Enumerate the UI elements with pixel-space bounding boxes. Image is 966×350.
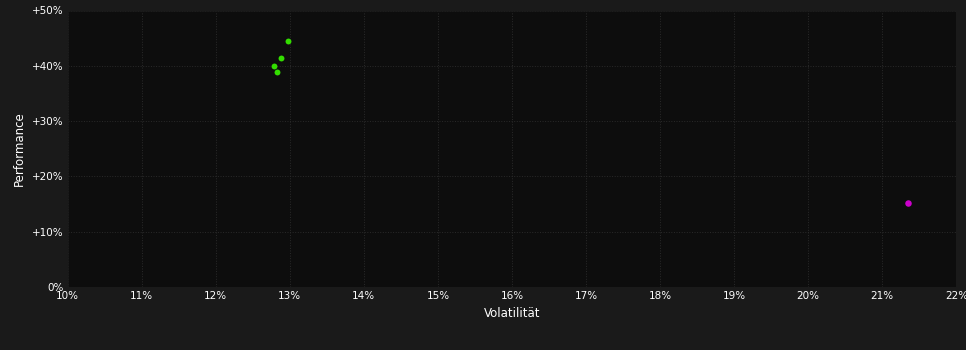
Point — [270, 70, 285, 75]
Point — [273, 55, 289, 60]
Point — [266, 63, 281, 69]
X-axis label: Volatilität: Volatilität — [484, 307, 540, 320]
Y-axis label: Performance: Performance — [14, 111, 26, 186]
Point — [280, 38, 296, 44]
Point — [900, 200, 916, 206]
